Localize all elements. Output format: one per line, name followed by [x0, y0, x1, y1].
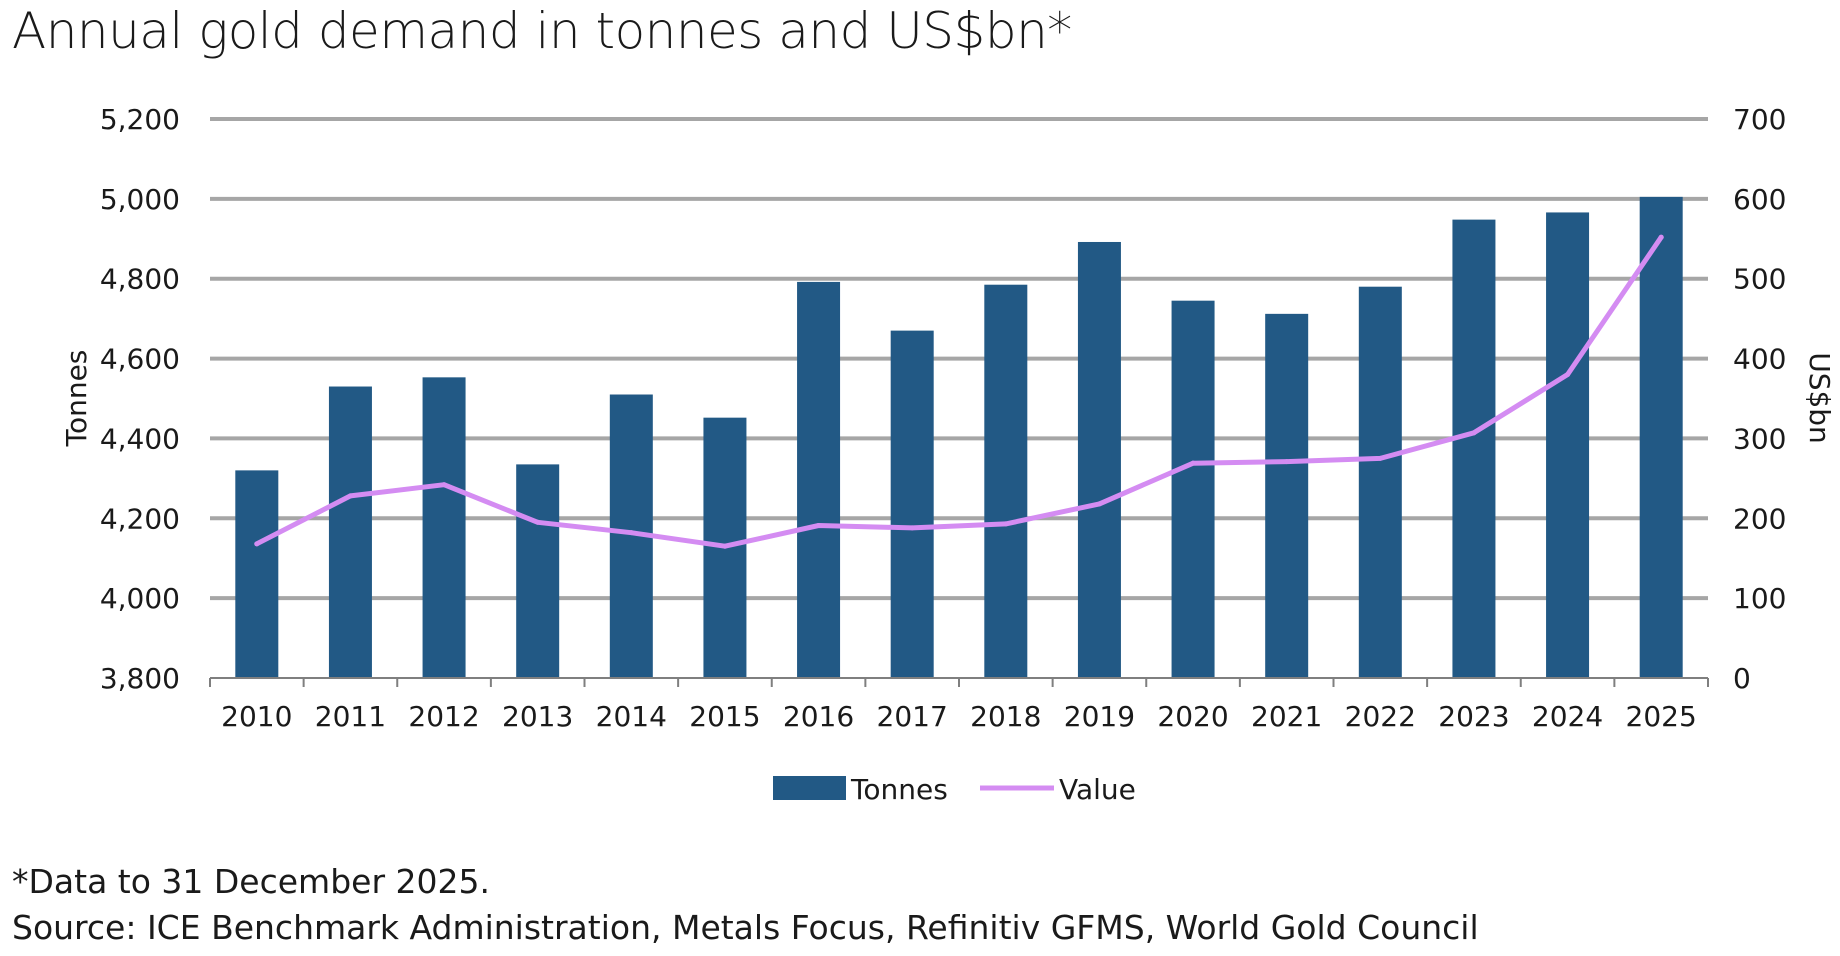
bar-tonnes: [516, 464, 560, 678]
right-tick-label: 0: [1733, 662, 1751, 695]
footnote: *Data to 31 December 2025.: [12, 862, 490, 901]
value-point: [1190, 460, 1196, 466]
right-tick-label: 200: [1733, 502, 1786, 535]
value-point: [441, 482, 447, 488]
right-tick-label: 600: [1733, 183, 1786, 216]
x-tick-label: 2023: [1438, 700, 1509, 733]
legend-swatch-tonnes: [773, 776, 846, 800]
bar-tonnes: [328, 386, 372, 678]
value-point: [347, 493, 353, 499]
left-tick-label: 4,000: [100, 582, 180, 615]
x-tick-label: 2017: [877, 700, 948, 733]
bar-tonnes: [1546, 212, 1590, 678]
left-tick-label: 4,800: [100, 263, 180, 296]
x-tick-label: 2016: [783, 700, 854, 733]
value-point: [1377, 455, 1383, 461]
value-point: [628, 530, 634, 536]
left-tick-label: 4,600: [100, 343, 180, 376]
left-tick-label: 5,200: [100, 103, 180, 136]
value-point: [1471, 430, 1477, 436]
value-point: [722, 543, 728, 549]
bar-tonnes: [422, 377, 466, 678]
left-tick-label: 5,000: [100, 183, 180, 216]
bar-tonnes: [1171, 300, 1215, 678]
x-tick-label: 2020: [1157, 700, 1228, 733]
value-point: [1284, 459, 1290, 465]
value-point: [535, 519, 541, 525]
bar-tonnes: [1452, 219, 1496, 678]
right-tick-label: 400: [1733, 343, 1786, 376]
bar-tonnes: [235, 470, 279, 678]
value-point: [1565, 372, 1571, 378]
right-tick-label: 500: [1733, 263, 1786, 296]
legend-label-value: Value: [1059, 773, 1136, 806]
bar-tonnes: [1265, 313, 1309, 678]
value-line: [254, 234, 1664, 549]
value-point: [1658, 234, 1664, 240]
x-axis: [209, 677, 1709, 687]
right-tick-label: 100: [1733, 582, 1786, 615]
bar-tonnes: [1358, 286, 1402, 678]
bar-tonnes: [984, 284, 1028, 678]
left-tick-label: 4,400: [100, 422, 180, 455]
x-tick-label: 2014: [596, 700, 667, 733]
legend-label-tonnes: Tonnes: [850, 773, 948, 806]
value-point: [909, 525, 915, 531]
right-axis-title: US$bn: [1803, 352, 1836, 444]
value-point: [816, 522, 822, 528]
x-tick-label: 2015: [689, 700, 760, 733]
x-tick-label: 2022: [1345, 700, 1416, 733]
x-tick-label: 2012: [408, 700, 479, 733]
value-point: [1003, 521, 1009, 527]
x-tick-label: 2019: [1064, 700, 1135, 733]
bar-tonnes: [797, 281, 841, 678]
x-tick-label: 2024: [1532, 700, 1603, 733]
x-tick-label: 2018: [970, 700, 1041, 733]
x-tick-label: 2013: [502, 700, 573, 733]
right-tick-label: 300: [1733, 422, 1786, 455]
value-series-line: [254, 234, 1664, 549]
bar-tonnes: [890, 330, 934, 678]
bar-tonnes: [1077, 241, 1121, 679]
left-axis-title: Tonnes: [60, 350, 93, 448]
x-tick-label: 2021: [1251, 700, 1322, 733]
chart-title: Annual gold demand in tonnes and US$bn*: [12, 2, 1072, 60]
left-axis-ticks: 3,800 4,000 4,200 4,400 4,600 4,800 5,000 5,200: [100, 103, 180, 695]
left-tick-label: 3,800: [100, 662, 180, 695]
legend: Tonnes Value: [773, 773, 1136, 806]
x-tick-label: 2010: [221, 700, 292, 733]
x-tick-label: 2011: [315, 700, 386, 733]
value-point: [254, 541, 260, 547]
right-tick-label: 700: [1733, 103, 1786, 136]
right-axis-ticks: 0 100 200 300 400 500 600 700: [1733, 103, 1786, 695]
value-point: [1096, 501, 1102, 507]
source-note: Source: ICE Benchmark Administration, Me…: [12, 908, 1479, 947]
bar-tonnes: [1639, 196, 1683, 678]
x-tick-label: 2025: [1626, 700, 1697, 733]
x-axis-labels: 2010 2011 2012 2013 2014 2015 2016 2017 2018 2019…: [221, 700, 1697, 733]
left-tick-label: 4,200: [100, 502, 180, 535]
